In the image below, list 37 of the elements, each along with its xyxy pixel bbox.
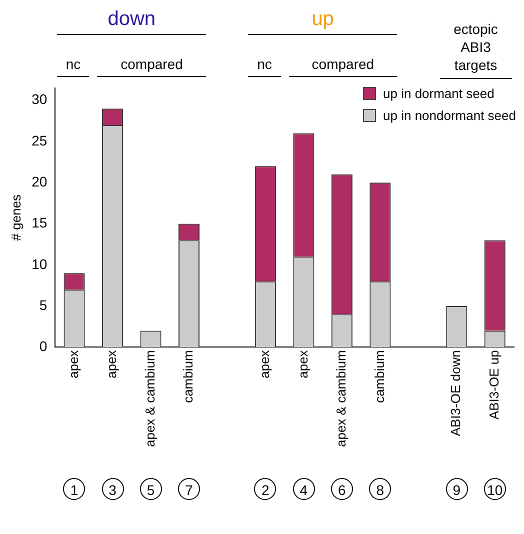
y-axis-title: # genes <box>8 194 24 241</box>
x-tick-label: cambium <box>180 350 196 403</box>
text: 9 <box>446 478 468 500</box>
text: 5 <box>140 478 162 500</box>
x-tick-label: apex & cambium <box>142 350 158 448</box>
x-tick-label: apex <box>295 350 310 378</box>
y-tick-label: 25 <box>32 132 48 148</box>
text: 1 <box>63 478 86 500</box>
x-tick-label: apex & cambium <box>334 350 349 448</box>
y-tick-label: 30 <box>32 91 48 108</box>
x-tick-label: apex <box>257 350 272 378</box>
x-tick-label: cambium <box>372 350 387 403</box>
y-tick-label: 10 <box>32 256 48 272</box>
y-tick-label: 0 <box>39 338 48 354</box>
legend-label: up in dormant seed <box>383 86 494 101</box>
text: nc <box>248 56 281 77</box>
y-tick-label: 15 <box>32 214 48 231</box>
text: 4 <box>292 478 315 500</box>
y-tick-label: 5 <box>39 296 48 313</box>
text: nc <box>57 56 90 77</box>
text: 7 <box>178 478 200 500</box>
x-tick-label: apex <box>104 350 120 378</box>
text: 6 <box>330 478 353 500</box>
text: 2 <box>254 478 276 500</box>
text: up <box>248 8 398 35</box>
x-tick-label: ABI3-OE up <box>486 350 502 420</box>
text: compared <box>288 56 398 77</box>
x-tick-label: ABI3-OE down <box>448 350 464 436</box>
text: 3 <box>102 478 124 500</box>
y-tick-label: 20 <box>32 173 48 190</box>
legend-label: up in nondormant seed <box>383 108 516 123</box>
text: compared <box>97 56 206 77</box>
text: ectopic ABI3 targets <box>440 20 512 79</box>
text: down <box>57 8 206 35</box>
x-tick-label: apex <box>66 350 81 378</box>
text: 10 <box>484 478 506 500</box>
text: 8 <box>369 478 392 500</box>
